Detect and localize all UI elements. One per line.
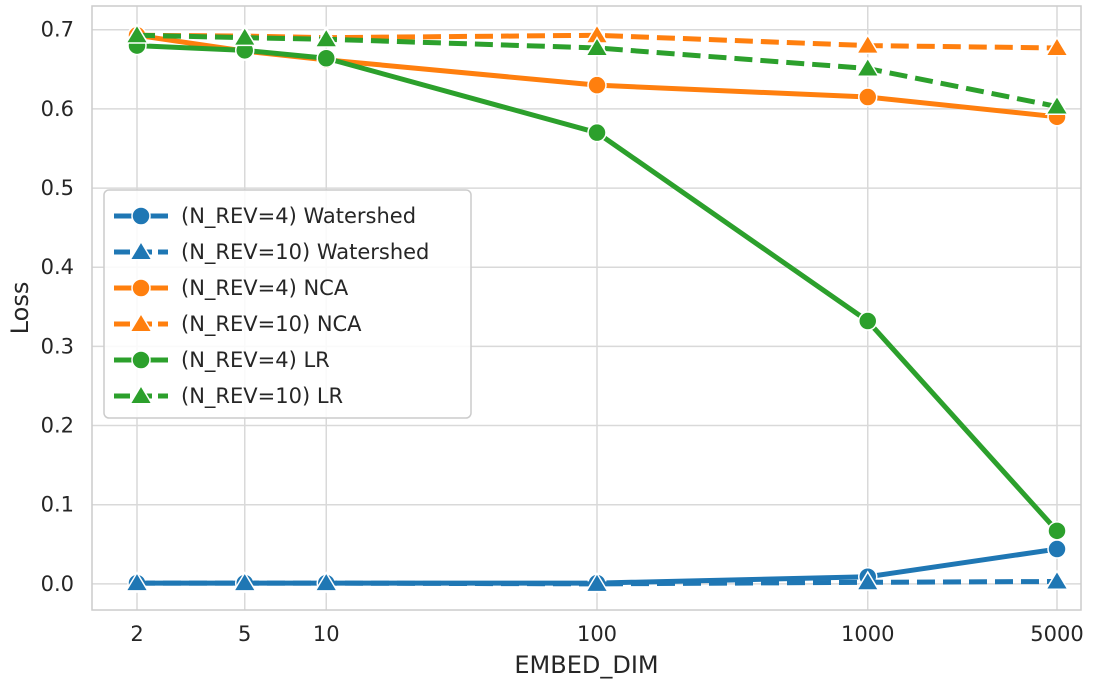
data-point: [587, 122, 607, 143]
legend-marker: [128, 384, 154, 405]
legend-label: (N_REV=4) NCA: [181, 276, 349, 301]
x-tick-label: 1000: [841, 622, 894, 646]
data-point: [1047, 521, 1067, 541]
legend-label: (N_REV=4) LR: [181, 348, 330, 373]
data-point: [316, 48, 336, 68]
data-point: [1044, 36, 1070, 57]
y-tick-label: 0.6: [41, 97, 74, 121]
y-tick-label: 0.0: [41, 572, 74, 596]
y-axis-label: Loss: [6, 282, 34, 335]
y-tick-label: 0.1: [41, 493, 74, 517]
series: [124, 569, 1070, 593]
data-point: [855, 570, 880, 591]
y-tick-label: 0.4: [41, 255, 74, 279]
legend-entry: (N_REV=4) LR: [114, 348, 330, 373]
series: [124, 23, 1070, 116]
data-point: [584, 36, 610, 57]
x-tick-label: 100: [577, 622, 617, 646]
legend-entry: (N_REV=4) NCA: [114, 276, 349, 301]
data-point: [858, 311, 878, 331]
legend-entry: (N_REV=10) Watershed: [114, 240, 429, 265]
y-tick-label: 0.5: [41, 176, 74, 200]
data-point: [855, 33, 880, 55]
x-axis-label: EMBED_DIM: [514, 651, 658, 679]
x-tick-label: 10: [313, 622, 340, 646]
plot-frame: [91, 5, 1082, 611]
y-tick-labels: 0.0 0.1 0.2 0.3 0.4 0.5 0.6 0.7: [41, 18, 74, 596]
x-tick-label: 5: [238, 622, 251, 646]
legend-box: [103, 189, 472, 419]
data-point: [124, 23, 150, 44]
data-point: [314, 27, 339, 48]
series-line: [136, 32, 1058, 109]
y-tick-label: 0.7: [41, 18, 74, 42]
legend-marker: [131, 206, 151, 226]
legend-marker: [128, 240, 154, 261]
legend-entry: (N_REV=4) Watershed: [114, 204, 416, 229]
y-tick-label: 0.3: [41, 334, 74, 358]
series-line: [137, 579, 1058, 587]
data-point: [1044, 94, 1070, 116]
data-point: [584, 572, 610, 593]
series-line: [136, 43, 1059, 533]
legend-label: (N_REV=10) Watershed: [181, 240, 429, 265]
data-point: [855, 56, 880, 78]
x-tick-label: 2: [130, 622, 143, 646]
legend-marker: [128, 312, 154, 333]
legend-label: (N_REV=10) NCA: [181, 312, 362, 337]
data-point: [232, 571, 257, 592]
data-point: [232, 25, 257, 47]
data-point: [124, 571, 150, 592]
data-point: [587, 75, 607, 95]
x-tick-label: 5000: [1030, 622, 1083, 646]
legend-marker: [131, 278, 151, 298]
legend-marker: [131, 350, 151, 370]
legend: (N_REV=4) Watershed (N_REV=10) Watershed (…: [103, 189, 472, 419]
data-point: [1044, 569, 1070, 591]
legend-entry: (N_REV=10) LR: [114, 384, 343, 409]
legend-entry: (N_REV=10) NCA: [114, 312, 362, 337]
data-point: [314, 571, 339, 592]
legend-label: (N_REV=4) Watershed: [181, 204, 416, 229]
y-tick-label: 0.2: [41, 414, 74, 438]
x-tick-labels: 2 5 10 100 1000 5000: [130, 622, 1083, 646]
legend-label: (N_REV=10) LR: [181, 384, 343, 409]
data-point: [858, 87, 878, 107]
series-layer: [124, 23, 1070, 593]
data-point: [1047, 539, 1067, 559]
